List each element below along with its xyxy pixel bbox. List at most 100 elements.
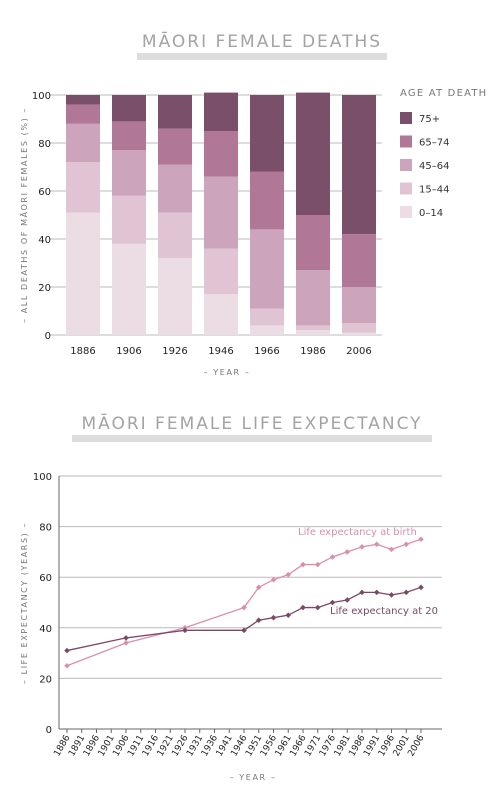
y-tick-label: 20: [39, 674, 52, 685]
life-expectancy-title-underline: [72, 435, 432, 442]
data-point: [359, 589, 365, 596]
series-line: [66, 586, 422, 652]
bar-segment: [204, 176, 238, 249]
y-tick-label: 80: [38, 139, 51, 150]
bar-segment: [296, 270, 330, 326]
data-point: [285, 571, 292, 578]
bar-segment: [204, 131, 238, 177]
deaths-y-ticks: 0 20 40 60 80 100: [32, 91, 51, 342]
bar-segment: [66, 104, 100, 124]
legend-swatch: [400, 182, 412, 195]
deaths-x-axis-label: – YEAR –: [204, 368, 251, 377]
data-point: [64, 647, 70, 654]
bar-segment: [204, 92, 238, 131]
x-tick-label: 1946: [208, 346, 233, 357]
y-tick-label: 60: [39, 573, 52, 584]
x-tick-label: 1986: [300, 346, 325, 357]
y-tick-label: 40: [38, 235, 51, 246]
bar-segment: [112, 195, 146, 244]
data-point: [270, 614, 277, 621]
bar-segment: [342, 332, 376, 335]
data-point: [314, 561, 321, 568]
data-point: [329, 599, 336, 606]
x-tick-label: 1886: [70, 346, 95, 357]
legend-label: 15–44: [419, 185, 449, 196]
x-tick-label: 2006: [346, 346, 371, 357]
data-point: [241, 627, 247, 634]
deaths-y-axis-label: – ALL DEATHS OF MĀORI FEMALES (%) –: [19, 107, 29, 323]
deaths-chart: MĀORI FEMALE DEATHS 0 20 40 60 80 100 1886 190…: [19, 30, 487, 377]
life-expectancy-y-axis-label: – LIFE EXPECTANCY (YEARS) –: [20, 522, 29, 684]
legend-swatch: [400, 206, 412, 218]
bar-segment: [250, 229, 284, 309]
x-tick-label: 2006: [406, 733, 426, 758]
y-tick-label: 0: [46, 725, 52, 736]
y-tick-label: 60: [38, 187, 51, 198]
bar-segment: [158, 95, 192, 129]
data-point: [373, 589, 380, 596]
bar-segment: [250, 95, 284, 172]
deaths-title-underline: [137, 53, 387, 60]
legend-label: 65–74: [419, 138, 449, 149]
bar-segment: [250, 325, 284, 335]
data-point: [270, 576, 277, 583]
legend-swatch: [400, 112, 412, 124]
bar-segment: [112, 150, 146, 196]
x-tick-label: 1926: [162, 346, 187, 357]
life-expectancy-y-ticks: 0 20 40 60 80 100: [33, 472, 52, 736]
deaths-legend: 75+ 65–74 45–64 15–44 0–14: [400, 112, 449, 219]
data-point: [344, 549, 351, 555]
data-point: [314, 604, 321, 611]
bar-segment: [204, 248, 238, 295]
bar-segment: [342, 95, 376, 235]
bar-segment: [296, 325, 330, 331]
data-point: [123, 640, 129, 646]
bar-segment: [204, 294, 238, 335]
bar-segment: [112, 95, 146, 122]
data-point: [388, 592, 395, 598]
data-point: [418, 536, 424, 543]
life-expectancy-x-axis-label: – YEAR –: [230, 773, 277, 782]
deaths-x-ticks: 1886 1906 1926 1946 1966 1986 2006: [70, 346, 371, 357]
bar-segment: [342, 234, 376, 287]
life-expectancy-chart: MĀORI FEMALE LIFE EXPECTANCY 0 20 40 60 80 10…: [20, 412, 442, 782]
legend-title: AGE AT DEATH: [400, 88, 487, 99]
data-point: [388, 546, 395, 553]
life-expectancy-axes: [58, 476, 442, 730]
data-point: [344, 597, 351, 603]
life-expectancy-chart-title: MĀORI FEMALE LIFE EXPECTANCY: [81, 412, 422, 434]
bar-segment: [342, 287, 376, 323]
bar-segment: [158, 258, 192, 335]
bar-segment: [250, 308, 284, 326]
bar-segment: [66, 123, 100, 163]
bar-segment: [296, 92, 330, 215]
data-point: [418, 584, 424, 591]
y-tick-label: 80: [39, 523, 52, 534]
bar-segment: [158, 212, 192, 259]
bar-segment: [158, 164, 192, 213]
legend-label: 75+: [419, 114, 440, 125]
y-tick-label: 100: [33, 472, 52, 483]
bar-segment: [112, 121, 146, 151]
life-expectancy-x-ticks: 1886189118961901190619111916192119261931…: [52, 729, 427, 758]
data-point: [329, 554, 336, 560]
legend-label: 45–64: [419, 161, 449, 172]
data-point: [241, 604, 247, 611]
bar-segment: [66, 95, 100, 105]
bar-segment: [66, 212, 100, 335]
y-tick-label: 100: [32, 91, 51, 102]
data-point: [285, 612, 292, 618]
legend-swatch: [400, 135, 412, 148]
data-point: [255, 617, 262, 624]
x-tick-label: 1906: [116, 346, 141, 357]
life-expectancy-lines: [64, 536, 424, 669]
bar-segment: [158, 128, 192, 165]
bar-segment: [296, 215, 330, 271]
y-tick-label: 40: [39, 624, 52, 635]
data-point: [373, 541, 380, 548]
data-point: [300, 561, 306, 568]
data-point: [359, 544, 365, 550]
bar-segment: [296, 330, 330, 335]
bar-segment: [66, 162, 100, 213]
